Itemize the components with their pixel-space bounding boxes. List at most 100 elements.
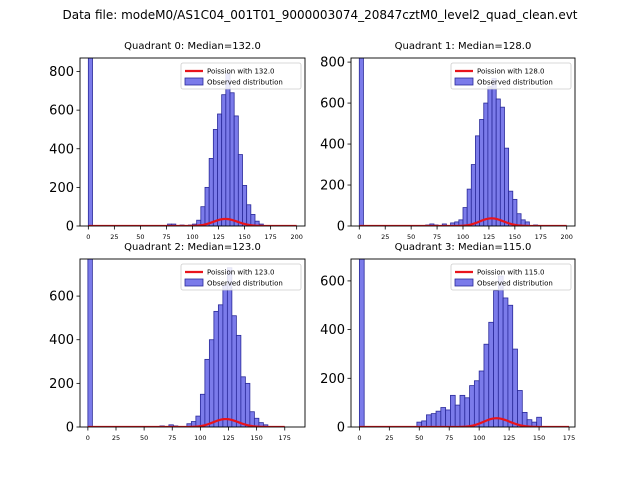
x-tick-label: 150 <box>238 233 250 241</box>
y-tick-label: 600 <box>320 274 345 289</box>
histogram-bar <box>237 154 243 226</box>
y-tick-label: 800 <box>49 65 74 80</box>
x-tick-label: 100 <box>473 434 485 442</box>
x-tick-label: 0 <box>86 434 90 442</box>
x-tick-label: 100 <box>186 233 198 241</box>
histogram-bar <box>497 275 504 427</box>
x-tick-label: 150 <box>250 434 262 442</box>
subplot-title: Quadrant 0: Median=132.0 <box>124 41 261 52</box>
histogram-bar <box>536 416 542 427</box>
x-tick-label: 200 <box>560 233 572 241</box>
histogram-bar <box>517 390 523 427</box>
legend-box <box>180 62 302 90</box>
histogram-bar <box>233 115 239 226</box>
histogram-bar <box>226 267 233 427</box>
x-tick-label: 125 <box>503 434 515 442</box>
histogram-bar <box>244 382 251 427</box>
x-tick-label: 25 <box>385 434 393 442</box>
x-tick-label: 0 <box>357 434 361 442</box>
y-tick-label: 0 <box>66 220 74 235</box>
histogram-bar <box>212 129 218 226</box>
histogram-bar <box>499 106 505 226</box>
subplot-quadrant-3: Quadrant 3: Median=115.0 0 25 50 75 100 125 150… <box>320 242 576 442</box>
y-tick-label: 400 <box>320 138 345 153</box>
y-tick-label: 0 <box>337 421 345 436</box>
legend-curve-label: Poission with 128.0 <box>477 68 545 76</box>
x-tick-label: 25 <box>381 233 389 241</box>
histogram-bar <box>475 135 480 226</box>
legend: Poission with 123.0 Observed distribution <box>180 263 302 291</box>
y-tick-label: 600 <box>320 97 345 112</box>
x-tick-label: 0 <box>86 233 90 241</box>
x-tick-label: 50 <box>140 434 148 442</box>
y-tick-label: 600 <box>49 104 74 119</box>
histogram-bar <box>240 376 246 427</box>
legend: Poission with 128.0 Observed distribution <box>450 62 572 90</box>
x-tick-label: 75 <box>168 434 176 442</box>
histogram-bar <box>487 86 493 226</box>
figure-suptitle: Data file: modeM0/AS1C04_001T01_90000030… <box>62 8 578 22</box>
histogram-bar <box>504 147 510 226</box>
y-tick-label: 0 <box>66 421 74 436</box>
histogram-bar <box>199 393 206 427</box>
histogram-bar <box>208 158 214 226</box>
histogram-bar <box>242 185 248 226</box>
poisson-curve <box>88 217 297 226</box>
histogram-bar <box>512 198 518 226</box>
legend-box <box>450 263 572 291</box>
legend-box <box>180 263 302 291</box>
histogram-bar <box>495 98 501 226</box>
subplot-quadrant-0: Quadrant 0: Median=132.0 0 25 50 75 100 125 150… <box>49 41 306 241</box>
y-tick-label: 200 <box>49 181 74 196</box>
histogram-bar <box>508 190 514 226</box>
legend-bar-label: Observed distribution <box>207 280 283 288</box>
histogram-bar <box>464 397 470 427</box>
histogram-bar <box>204 358 210 427</box>
histogram-bar <box>246 204 252 226</box>
histogram-bar <box>200 206 206 226</box>
x-tick-label: 50 <box>415 434 423 442</box>
x-tick-label: 200 <box>290 233 302 241</box>
histogram-bar <box>462 207 468 226</box>
legend-bar-swatch <box>454 77 474 86</box>
histogram-bar <box>445 409 451 427</box>
x-tick-label: 100 <box>194 434 206 442</box>
y-tick-label: 400 <box>49 333 74 348</box>
y-tick-label: 800 <box>320 56 345 71</box>
legend-curve-label: Poission with 115.0 <box>477 269 545 277</box>
y-tick-label: 600 <box>49 290 74 305</box>
subplot-quadrant-1: Quadrant 1: Median=128.0 0 25 50 75 100 125 150… <box>320 41 576 241</box>
subplot-title: Quadrant 2: Median=123.0 <box>124 242 261 253</box>
x-tick-label: 175 <box>279 434 291 442</box>
legend-bar-swatch <box>184 278 204 287</box>
histogram-bar <box>221 94 227 226</box>
x-tick-label: 175 <box>535 233 547 241</box>
x-tick-label: 175 <box>563 434 575 442</box>
axes-frame <box>350 258 576 428</box>
histogram-bar <box>87 58 93 226</box>
x-tick-label: 125 <box>222 434 234 442</box>
histogram-bar <box>208 339 215 427</box>
histogram-bar <box>225 73 231 226</box>
x-tick-label: 150 <box>509 233 521 241</box>
legend-bar-label: Observed distribution <box>477 79 553 87</box>
histogram-bar <box>435 410 442 427</box>
histogram-bars <box>358 58 539 226</box>
histogram-bar <box>430 413 437 427</box>
subplot-title: Quadrant 3: Median=115.0 <box>395 242 532 253</box>
histogram-bar <box>483 343 490 427</box>
histogram-bars <box>358 259 542 427</box>
x-tick-label: 175 <box>264 233 276 241</box>
x-tick-label: 50 <box>407 233 415 241</box>
histogram-bar <box>491 78 497 226</box>
histogram-bar <box>217 113 223 226</box>
histogram-bar <box>229 92 235 226</box>
histogram-bar <box>217 304 224 427</box>
histogram-bar <box>454 404 461 427</box>
legend-box <box>450 62 572 90</box>
x-tick-label: 75 <box>162 233 170 241</box>
y-tick-label: 400 <box>49 142 74 157</box>
x-tick-label: 125 <box>212 233 224 241</box>
histogram-bar <box>473 380 480 427</box>
